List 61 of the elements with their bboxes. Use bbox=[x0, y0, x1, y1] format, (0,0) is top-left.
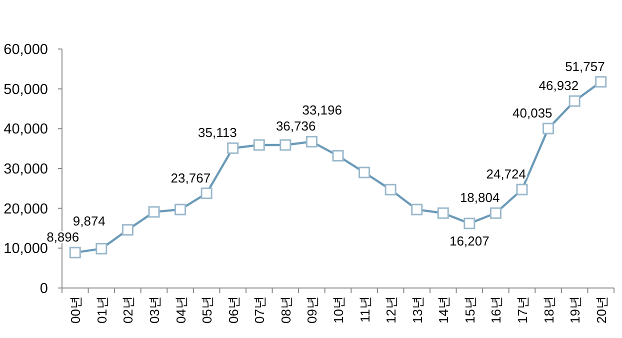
data-label: 9,874 bbox=[72, 214, 106, 229]
y-tick-label: 50,000 bbox=[4, 82, 48, 98]
data-label: 35,113 bbox=[198, 125, 237, 140]
x-tick-label: 17년 bbox=[515, 296, 530, 324]
y-tick-label: 40,000 bbox=[4, 122, 48, 138]
x-tick-label: 12년 bbox=[384, 296, 399, 324]
point bbox=[568, 95, 580, 107]
point bbox=[437, 207, 449, 219]
y-tick-label: 20,000 bbox=[4, 201, 48, 218]
data-label: 18,804 bbox=[460, 190, 500, 206]
x-tick-label: 14년 bbox=[436, 296, 452, 324]
x-tick-label: 16년 bbox=[488, 296, 504, 324]
point bbox=[332, 150, 344, 162]
x-tick-label: 07년 bbox=[252, 296, 268, 324]
x-tick-label: 15년 bbox=[462, 296, 478, 324]
data-label: 23,767 bbox=[170, 170, 211, 186]
y-tick-label: 0 bbox=[40, 281, 48, 297]
data-label: 40,035 bbox=[512, 106, 552, 121]
x-tick-label: 04년 bbox=[173, 296, 188, 324]
y-tick-label: 10,000 bbox=[4, 241, 48, 258]
point bbox=[516, 184, 528, 196]
point bbox=[595, 76, 607, 88]
data-label: 33,196 bbox=[302, 102, 342, 118]
point bbox=[200, 188, 212, 200]
x-tick-label: 01년 bbox=[94, 296, 110, 324]
point bbox=[358, 166, 370, 178]
x-tick-label: 03년 bbox=[147, 296, 162, 324]
x-tick-label: 06년 bbox=[226, 296, 241, 324]
point bbox=[411, 204, 423, 216]
x-tick-label: 13년 bbox=[410, 296, 425, 324]
point bbox=[96, 242, 108, 254]
point bbox=[227, 142, 239, 154]
y-tick-label: 30,000 bbox=[4, 162, 48, 178]
point bbox=[490, 207, 502, 219]
x-tick-label: 08년 bbox=[278, 296, 294, 324]
point bbox=[174, 204, 186, 216]
point bbox=[253, 139, 265, 151]
data-label: 51,757 bbox=[565, 58, 605, 74]
x-tick-label: 02년 bbox=[120, 296, 136, 324]
x-tick-label: 05년 bbox=[200, 296, 215, 324]
x-tick-label: 09년 bbox=[304, 296, 320, 324]
data-label: 8,896 bbox=[46, 230, 80, 245]
data-label: 24,724 bbox=[486, 166, 526, 182]
x-tick-label: 19년 bbox=[568, 296, 583, 324]
point bbox=[542, 122, 554, 134]
data-label: 16,207 bbox=[450, 233, 490, 248]
point bbox=[122, 224, 134, 236]
x-tick-label: 10년 bbox=[331, 296, 346, 324]
point bbox=[280, 139, 292, 151]
data-label: 36,736 bbox=[276, 118, 316, 134]
x-tick-label: 18년 bbox=[541, 296, 556, 324]
data-label: 46,932 bbox=[538, 78, 579, 94]
x-tick-label: 11년 bbox=[357, 296, 372, 322]
x-tick-label: 20년 bbox=[594, 296, 609, 324]
y-tick-label: 60,000 bbox=[4, 42, 48, 58]
point bbox=[384, 184, 396, 196]
x-tick-label: 00년 bbox=[68, 296, 84, 324]
point bbox=[148, 206, 160, 218]
point bbox=[69, 246, 81, 258]
point bbox=[306, 136, 318, 148]
point bbox=[464, 218, 476, 230]
